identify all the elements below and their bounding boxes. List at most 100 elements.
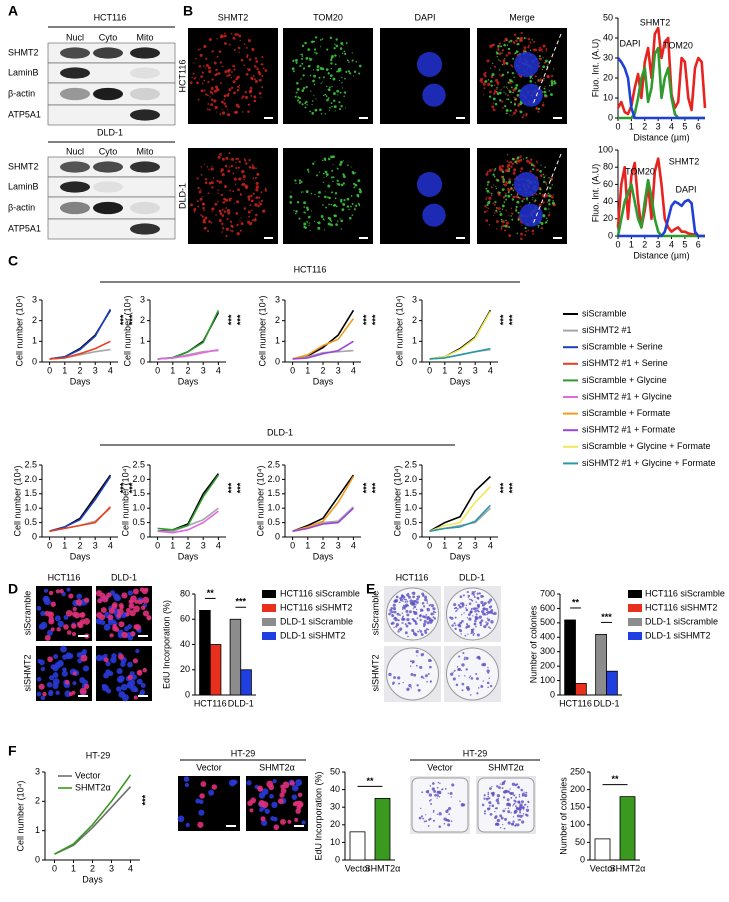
- legend-label: SHMT2α: [75, 782, 111, 792]
- signal: [197, 98, 200, 101]
- signal: [300, 180, 303, 184]
- signal: [480, 80, 484, 84]
- signal: [508, 162, 510, 164]
- colony: [476, 692, 479, 695]
- signal: [542, 65, 546, 69]
- signal: [232, 80, 236, 84]
- signal: [492, 108, 496, 112]
- dish: [411, 777, 469, 833]
- signal: [483, 210, 487, 214]
- signal: [341, 202, 343, 204]
- signal: [511, 212, 514, 215]
- signal: [337, 220, 339, 222]
- signal: [329, 77, 332, 80]
- signal: [495, 228, 498, 230]
- column-label: HCT116: [396, 572, 429, 582]
- signal: [251, 78, 254, 81]
- signal: [482, 82, 486, 86]
- signal: [487, 207, 490, 210]
- signal: [495, 187, 498, 190]
- signal: [233, 48, 236, 52]
- signal: [323, 176, 325, 178]
- signal: [316, 68, 320, 72]
- signal: [501, 64, 504, 66]
- nucleus: [36, 691, 42, 697]
- colony: [482, 680, 484, 682]
- y-tick-label: 1.0: [404, 503, 417, 513]
- signal: [358, 204, 361, 207]
- colony: [523, 791, 525, 793]
- nucleus: [43, 598, 51, 606]
- signal: [501, 170, 505, 174]
- lane-label: Cyto: [99, 32, 118, 42]
- signal: [491, 73, 495, 76]
- signal: [221, 173, 225, 177]
- signal: [519, 38, 523, 42]
- signal: [358, 72, 361, 75]
- colony: [436, 813, 439, 815]
- signal: [507, 188, 511, 192]
- y-tick-label: 0: [335, 854, 340, 864]
- signal: [330, 155, 333, 159]
- x-tick-label: 3: [336, 540, 341, 550]
- colony: [453, 669, 456, 672]
- signal: [547, 192, 550, 195]
- colony: [488, 677, 491, 680]
- signal: [316, 65, 320, 69]
- signal: [342, 173, 345, 176]
- signal: [547, 64, 549, 66]
- signal: [217, 155, 221, 159]
- nucleus: [291, 794, 298, 800]
- signal: [531, 39, 534, 41]
- signal: [508, 214, 510, 217]
- signal: [554, 80, 556, 82]
- micrograph: [283, 28, 373, 124]
- signal: [261, 56, 264, 59]
- colony: [413, 673, 417, 677]
- signal: [247, 68, 251, 72]
- y-tick-label: 60: [180, 614, 190, 624]
- signal: [206, 108, 209, 111]
- signal: [516, 94, 520, 97]
- signal: [219, 113, 222, 116]
- signal: [199, 197, 203, 201]
- signal: [315, 174, 318, 177]
- band: [60, 47, 90, 59]
- colony: [398, 601, 401, 604]
- signal: [219, 35, 223, 39]
- signal: [495, 206, 497, 209]
- edu-nucleus: [72, 606, 77, 612]
- signal: [303, 222, 307, 226]
- colony: [513, 810, 517, 813]
- signal: [320, 82, 322, 84]
- colony: [512, 820, 515, 823]
- colony: [425, 814, 427, 816]
- colony: [469, 611, 472, 614]
- edu-nucleus: [59, 588, 64, 594]
- signal: [324, 195, 327, 199]
- colony: [490, 620, 494, 624]
- signal: [210, 103, 214, 107]
- colony: [425, 613, 428, 616]
- signal: [522, 158, 524, 160]
- colony: [415, 650, 419, 654]
- signal: [319, 108, 322, 112]
- colony: [496, 801, 500, 805]
- signal: [245, 73, 249, 76]
- colony: [477, 687, 480, 689]
- colony: [515, 796, 517, 799]
- signal: [223, 197, 227, 201]
- chart-title: HT-29: [86, 750, 111, 760]
- legend-swatch: [262, 618, 276, 626]
- nucleus: [106, 688, 112, 694]
- signal: [339, 91, 342, 94]
- signal: [241, 97, 243, 99]
- signal: [338, 67, 342, 71]
- signal: [262, 209, 266, 213]
- signal: [489, 90, 492, 94]
- y-tick-label: 0: [140, 356, 145, 366]
- x-tick-label: 4: [669, 239, 674, 249]
- signal: [342, 160, 344, 162]
- colony: [462, 803, 466, 807]
- colony: [507, 810, 511, 814]
